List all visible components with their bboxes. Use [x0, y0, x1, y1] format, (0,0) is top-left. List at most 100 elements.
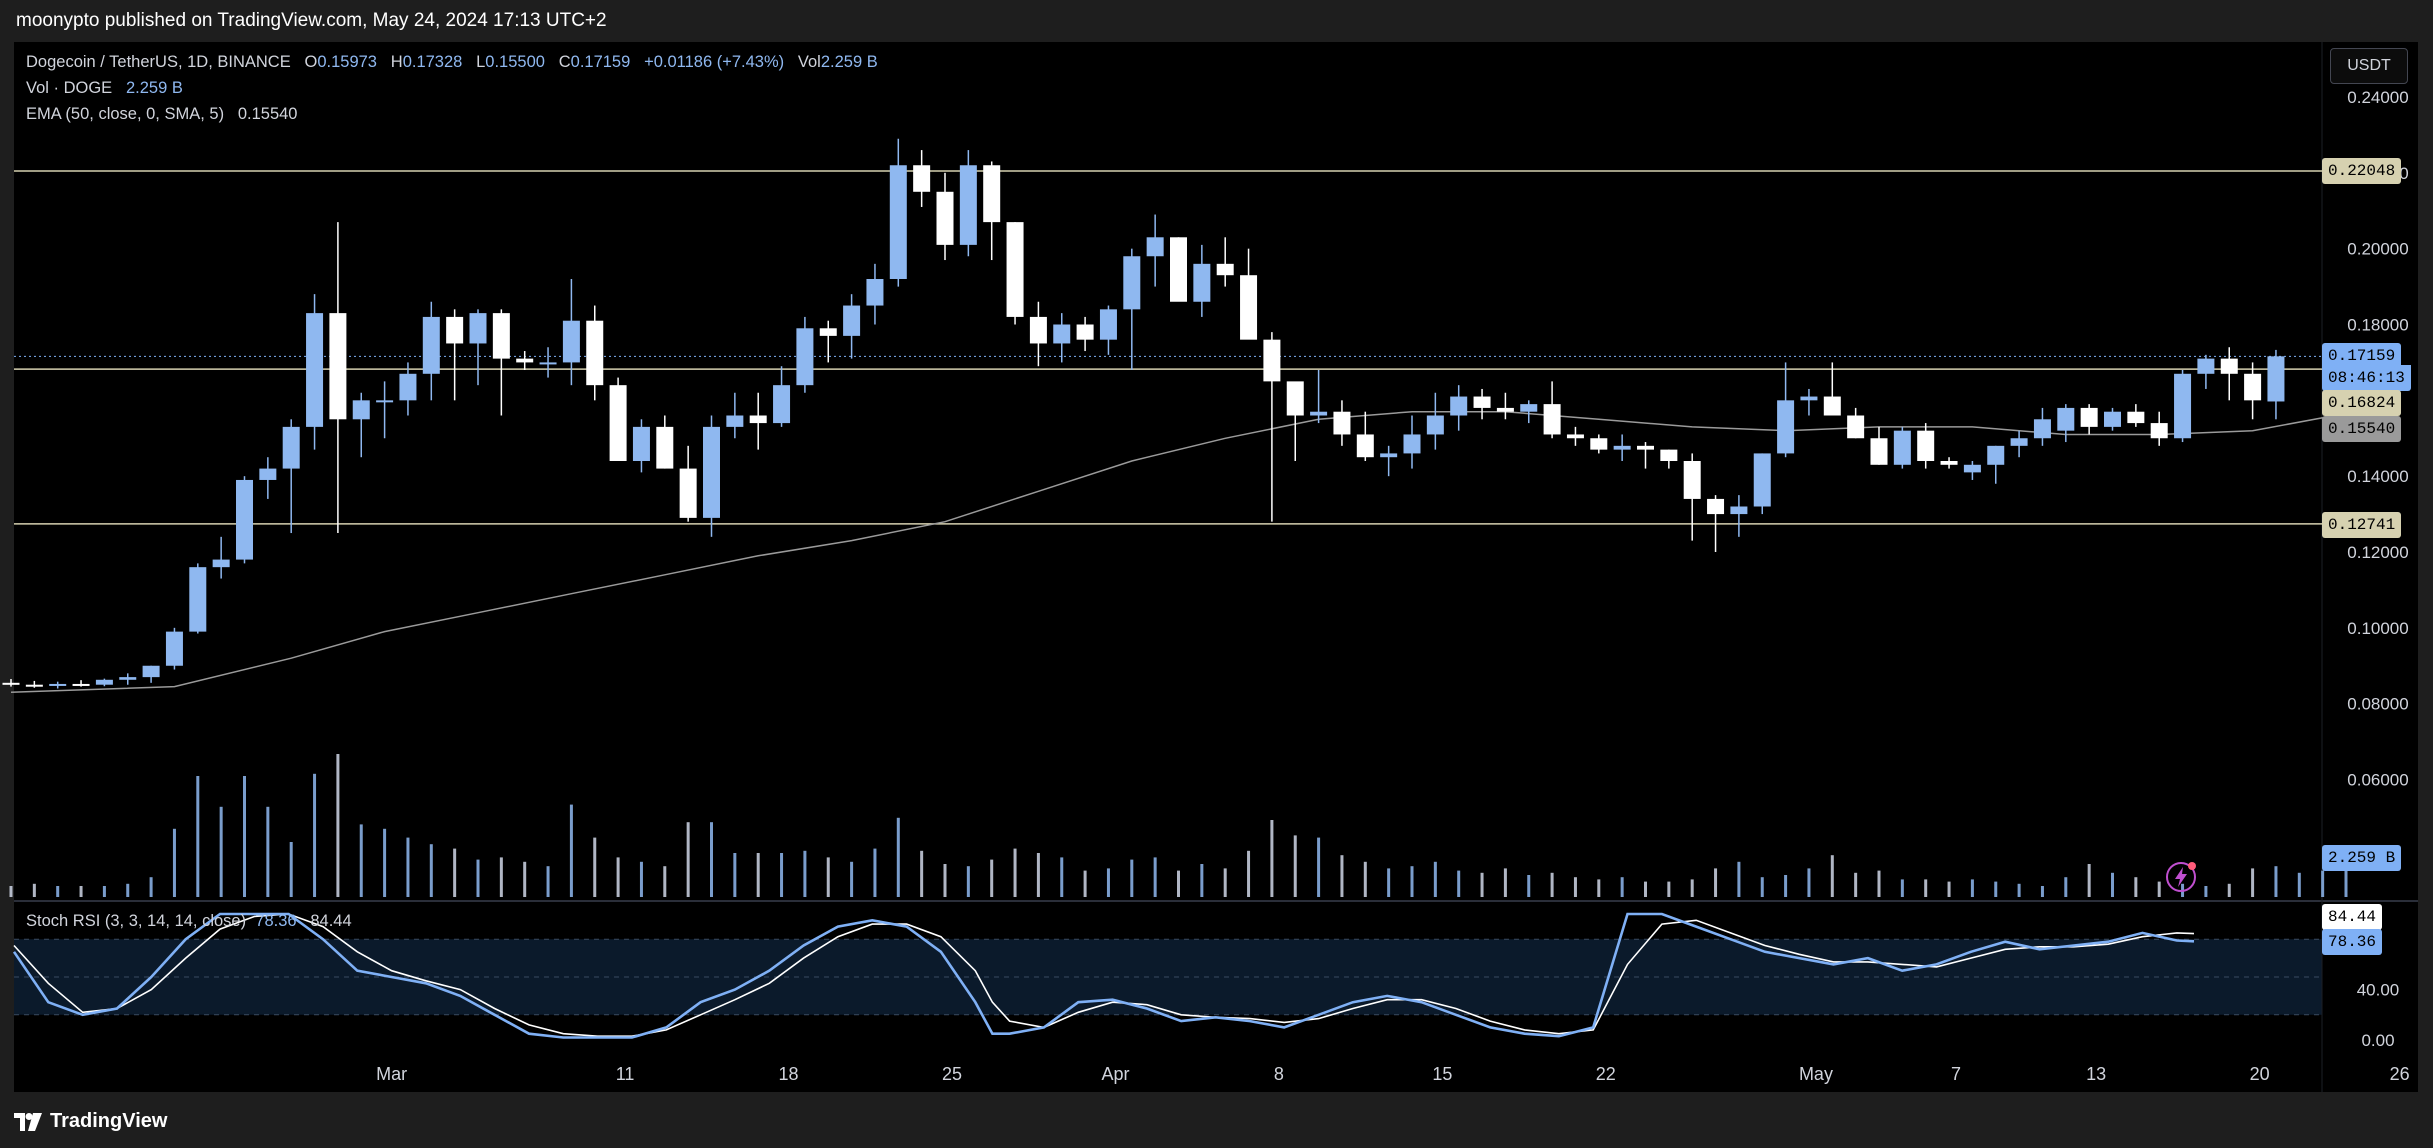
- low-value: 0.15500: [485, 53, 545, 71]
- candle-body: [913, 165, 931, 192]
- candle-body: [1870, 438, 1888, 465]
- last-price-tag: 0.17159: [2322, 343, 2402, 369]
- volume-bar: [1293, 835, 1297, 897]
- open-value: 0.15973: [317, 53, 377, 71]
- price-tick-label: 0.24000: [2347, 88, 2408, 107]
- volume-bar: [172, 828, 176, 897]
- candle-body: [819, 328, 837, 336]
- volume-bar: [2040, 886, 2044, 897]
- time-axis-label: 11: [616, 1064, 635, 1084]
- candle-body: [189, 567, 207, 632]
- volume-bar: [2344, 847, 2348, 897]
- symbol-name[interactable]: Dogecoin / TetherUS, 1D, BINANCE: [26, 53, 291, 71]
- volume-bar: [1410, 866, 1414, 897]
- stoch-d-tag: 84.44: [2322, 904, 2383, 930]
- candle-body: [376, 400, 394, 403]
- volume-bar: [2204, 886, 2208, 897]
- candle-body: [866, 279, 884, 306]
- volume-bar: [593, 837, 597, 897]
- vol-value: 2.259 B: [820, 53, 878, 71]
- volume-bar: [1480, 872, 1484, 897]
- candle-body: [2244, 373, 2262, 401]
- candle-body: [2, 682, 20, 685]
- publish-bar: moonypto published on TradingView.com, M…: [0, 0, 2433, 42]
- currency-unit-button[interactable]: USDT: [2330, 48, 2408, 84]
- volume-bar: [616, 857, 620, 897]
- volume-bar: [1597, 879, 1601, 897]
- volume-bar: [1667, 881, 1671, 897]
- volume-bar: [1200, 864, 1204, 897]
- candle-body: [1847, 415, 1865, 439]
- volume-bar: [663, 866, 667, 897]
- candle-body: [165, 631, 183, 666]
- time-axis-label: Mar: [376, 1064, 407, 1084]
- candle-body: [142, 665, 160, 678]
- ema-legend[interactable]: EMA (50, close, 0, SMA, 5) 0.15540: [26, 105, 298, 124]
- candle-body: [2104, 411, 2121, 427]
- ema-line: [10, 410, 2323, 694]
- volume-bar: [803, 850, 807, 897]
- volume-bar: [1644, 881, 1647, 897]
- volume-bar: [2157, 881, 2161, 897]
- volume-bar: [336, 754, 340, 897]
- candle-body: [329, 313, 347, 420]
- volume-bar: [499, 857, 503, 897]
- candle-body: [889, 165, 907, 279]
- volume-bar: [359, 824, 363, 897]
- volume-bar: [2227, 883, 2231, 897]
- candle-body: [1403, 434, 1421, 454]
- candle-body: [1216, 263, 1234, 276]
- volume-bar: [1106, 868, 1110, 897]
- tradingview-logo-text: TradingView: [50, 1110, 168, 1132]
- candle-body: [446, 316, 464, 344]
- candle-body: [843, 305, 861, 336]
- volume-bar: [1760, 877, 1764, 897]
- chart-frame[interactable]: [14, 42, 2418, 1092]
- candle-body: [1496, 407, 1514, 412]
- volume-bar: [56, 886, 60, 897]
- candle-body: [1660, 449, 1678, 461]
- volume-bar: [1130, 859, 1134, 897]
- candle-body: [2010, 438, 2028, 446]
- volume-bar: [1737, 861, 1741, 897]
- volume-bar: [1947, 881, 1951, 897]
- candle-body: [1426, 415, 1444, 435]
- volume-bar: [406, 837, 410, 897]
- candle-body: [1566, 434, 1584, 439]
- stoch-legend[interactable]: Stoch RSI (3, 3, 14, 14, close) 78.36 84…: [26, 912, 352, 931]
- time-axis-label: 22: [1596, 1064, 1616, 1084]
- candle-body: [983, 165, 1001, 223]
- stoch-tick-label: 40.00: [2357, 981, 2400, 1000]
- volume-bar: [1550, 872, 1554, 897]
- candle-body: [1333, 411, 1351, 435]
- candle-body: [1006, 222, 1024, 317]
- tradingview-logo[interactable]: TradingView: [14, 1110, 167, 1133]
- volume-bar: [1270, 820, 1274, 897]
- candle-body: [516, 358, 534, 363]
- volume-bar: [476, 859, 480, 897]
- candle-body: [773, 385, 791, 424]
- candle-body: [2033, 419, 2051, 439]
- volume-bar: [780, 853, 784, 897]
- candle-body: [1613, 445, 1631, 450]
- candle-body: [1543, 404, 1561, 435]
- volume-bar: [2274, 866, 2278, 897]
- volume-bar: [1877, 870, 1881, 897]
- candle-body: [1123, 256, 1141, 310]
- candle-body: [352, 400, 370, 420]
- level-mid-tag: 0.16824: [2322, 390, 2402, 416]
- stoch-k-line: [12, 912, 2195, 1039]
- candle-body: [1053, 324, 1071, 344]
- candle-body: [2267, 356, 2285, 402]
- volume-bar: [920, 850, 924, 897]
- candle-body: [2220, 358, 2238, 374]
- candle-body: [1029, 316, 1047, 344]
- lightning-icon[interactable]: [2164, 860, 2198, 894]
- volume-bar: [383, 828, 387, 897]
- candle-body: [306, 313, 324, 427]
- time-axis-label: 20: [2250, 1064, 2270, 1084]
- volume-bar: [733, 853, 737, 897]
- volume-legend[interactable]: Vol · DOGE 2.259 B: [26, 79, 183, 98]
- close-label: C: [558, 53, 571, 71]
